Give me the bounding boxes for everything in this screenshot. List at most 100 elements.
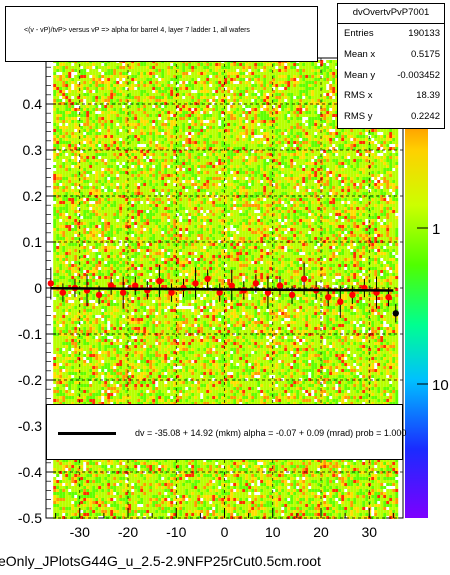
heat-cell: [299, 162, 303, 165]
heat-cell: [104, 135, 108, 138]
heat-cell: [317, 75, 321, 78]
heat-cell: [191, 135, 195, 138]
heat-cell: [332, 75, 336, 78]
heat-cell: [122, 192, 126, 195]
heat-cell: [203, 186, 207, 189]
heat-cell: [227, 147, 231, 150]
heat-cell: [77, 189, 81, 192]
heat-cell: [287, 189, 291, 192]
heat-cell: [104, 87, 108, 90]
heat-cell: [296, 153, 300, 156]
heat-cell: [332, 138, 336, 141]
heat-cell: [170, 93, 174, 96]
heat-cell: [278, 165, 282, 168]
heat-cell: [197, 105, 201, 108]
heat-cell: [317, 156, 321, 159]
heat-cell: [77, 135, 81, 138]
heat-cell: [203, 138, 207, 141]
heat-cell: [218, 195, 222, 198]
heat-cell: [254, 180, 258, 183]
heat-cell: [305, 150, 309, 153]
heat-cell: [218, 186, 222, 189]
heat-cell: [95, 66, 99, 69]
heat-cell: [194, 153, 198, 156]
heat-cell: [188, 189, 192, 192]
heat-cell: [119, 198, 123, 201]
heat-cell: [206, 144, 210, 147]
heat-cell: [170, 69, 174, 72]
heat-cell: [173, 165, 177, 168]
heat-cell: [335, 72, 339, 75]
heat-cell: [134, 183, 138, 186]
heat-cell: [293, 114, 297, 117]
heat-cell: [362, 186, 366, 189]
heat-cell: [212, 78, 216, 81]
heat-cell: [251, 168, 255, 171]
heat-cell: [263, 132, 267, 135]
heat-cell: [116, 189, 120, 192]
heat-cell: [356, 138, 360, 141]
heat-cell: [329, 120, 333, 123]
heat-cell: [86, 129, 90, 132]
heat-cell: [188, 180, 192, 183]
heat-cell: [62, 189, 66, 192]
heat-cell: [197, 66, 201, 69]
heat-cell: [296, 108, 300, 111]
heat-cell: [161, 63, 165, 66]
heat-cell: [299, 96, 303, 99]
heat-cell: [164, 87, 168, 90]
heat-cell: [143, 129, 147, 132]
heat-cell: [365, 189, 369, 192]
heat-cell: [137, 150, 141, 153]
heat-cell: [251, 171, 255, 174]
heat-cell: [164, 153, 168, 156]
heat-cell: [332, 66, 336, 69]
heat-cell: [314, 69, 318, 72]
heat-cell: [59, 162, 63, 165]
heat-cell: [116, 96, 120, 99]
heat-cell: [110, 102, 114, 105]
heat-cell: [284, 102, 288, 105]
heat-cell: [149, 177, 153, 180]
heat-cell: [56, 87, 60, 90]
heat-cell: [353, 183, 357, 186]
heat-cell: [323, 126, 327, 129]
heat-cell: [347, 129, 351, 132]
heat-cell: [92, 192, 96, 195]
heat-cell: [146, 180, 150, 183]
heat-cell: [176, 147, 180, 150]
heat-cell: [290, 129, 294, 132]
heat-cell: [269, 174, 273, 177]
heat-cell: [68, 180, 72, 183]
heat-cell: [209, 126, 213, 129]
heat-cell: [53, 123, 57, 126]
heat-cell: [335, 189, 339, 192]
heat-cell: [143, 186, 147, 189]
heat-cell: [179, 72, 183, 75]
heat-cell: [218, 96, 222, 99]
heat-cell: [107, 81, 111, 84]
heat-cell: [209, 153, 213, 156]
heat-cell: [257, 132, 261, 135]
heat-cell: [386, 189, 390, 192]
heat-cell: [299, 147, 303, 150]
heat-cell: [275, 177, 279, 180]
heat-cell: [314, 195, 318, 198]
heat-cell: [80, 198, 84, 201]
heat-cell: [326, 132, 330, 135]
heat-cell: [101, 135, 105, 138]
heat-cell: [62, 108, 66, 111]
heat-cell: [128, 69, 132, 72]
heat-cell: [125, 168, 129, 171]
heat-cell: [269, 138, 273, 141]
heat-cell: [113, 165, 117, 168]
heat-cell: [182, 102, 186, 105]
heat-cell: [152, 162, 156, 165]
heat-cell: [308, 105, 312, 108]
heat-cell: [233, 99, 237, 102]
heat-cell: [305, 168, 309, 171]
heat-cell: [167, 144, 171, 147]
heat-cell: [164, 90, 168, 93]
heat-cell: [284, 93, 288, 96]
heat-cell: [95, 168, 99, 171]
